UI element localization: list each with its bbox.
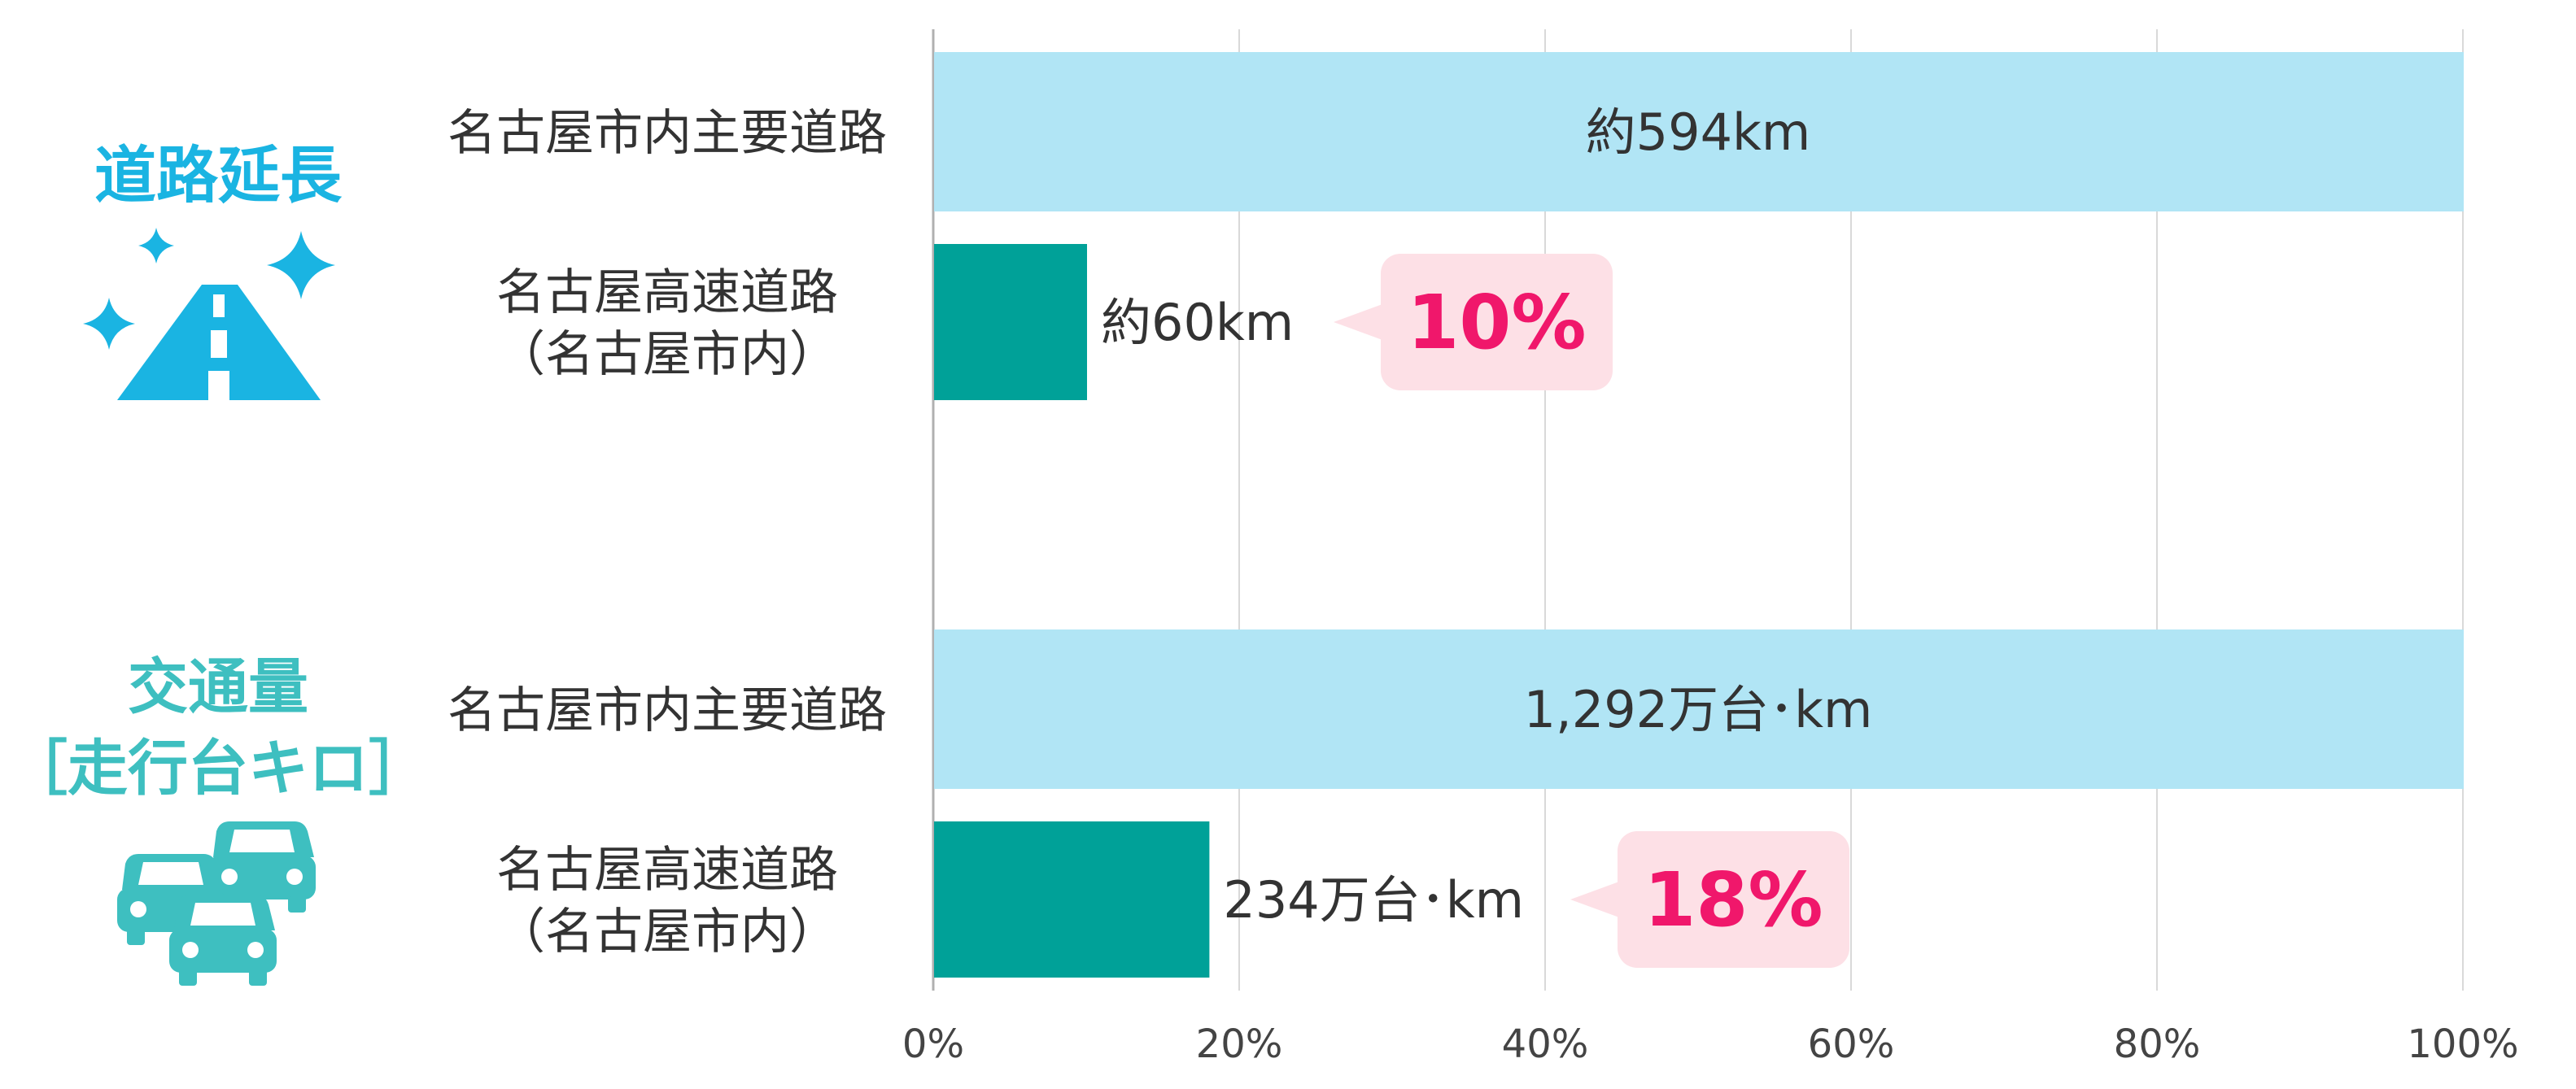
x-tick-label: 80% xyxy=(2114,1021,2201,1067)
x-tick-label: 20% xyxy=(1196,1021,1283,1067)
row-label: 名古屋高速道路 xyxy=(496,842,838,899)
callout-percent-text: 10% xyxy=(1407,279,1586,366)
row-label: 名古屋市内主要道路 xyxy=(448,682,887,739)
x-tick-label: 40% xyxy=(1502,1021,1589,1067)
row-label: 名古屋市内主要道路 xyxy=(448,105,887,162)
section-title-traffic: 交通量 xyxy=(128,652,308,722)
row-label: 名古屋高速道路 xyxy=(496,264,838,321)
section-subtitle-traffic: ［走行台キロ］ xyxy=(7,734,429,804)
road-icon xyxy=(83,228,335,400)
bar-value-label: 約60km xyxy=(1101,293,1294,352)
bar-value-label: 約594km xyxy=(1586,102,1811,162)
x-tick-label: 60% xyxy=(1808,1021,1895,1067)
cars-icon xyxy=(117,821,316,986)
callout-percent-text: 18% xyxy=(1644,856,1823,943)
row-label: （名古屋市内） xyxy=(496,904,838,960)
x-tick-label: 100% xyxy=(2407,1021,2518,1067)
percent-callout: 10% xyxy=(1334,254,1613,390)
bar-value-label: 1,292万台･km xyxy=(1524,680,1873,739)
bar-main-roads xyxy=(934,629,2464,789)
bar-main-roads xyxy=(934,52,2464,211)
section-title-road-length: 道路延長 xyxy=(94,139,343,211)
x-tick-label: 0% xyxy=(902,1021,964,1067)
bar-highway xyxy=(934,244,1087,400)
row-label: （名古屋市内） xyxy=(496,326,838,383)
bar-value-label: 234万台･km xyxy=(1223,870,1524,930)
bar-highway xyxy=(934,821,1210,978)
percent-callout: 18% xyxy=(1570,831,1849,968)
